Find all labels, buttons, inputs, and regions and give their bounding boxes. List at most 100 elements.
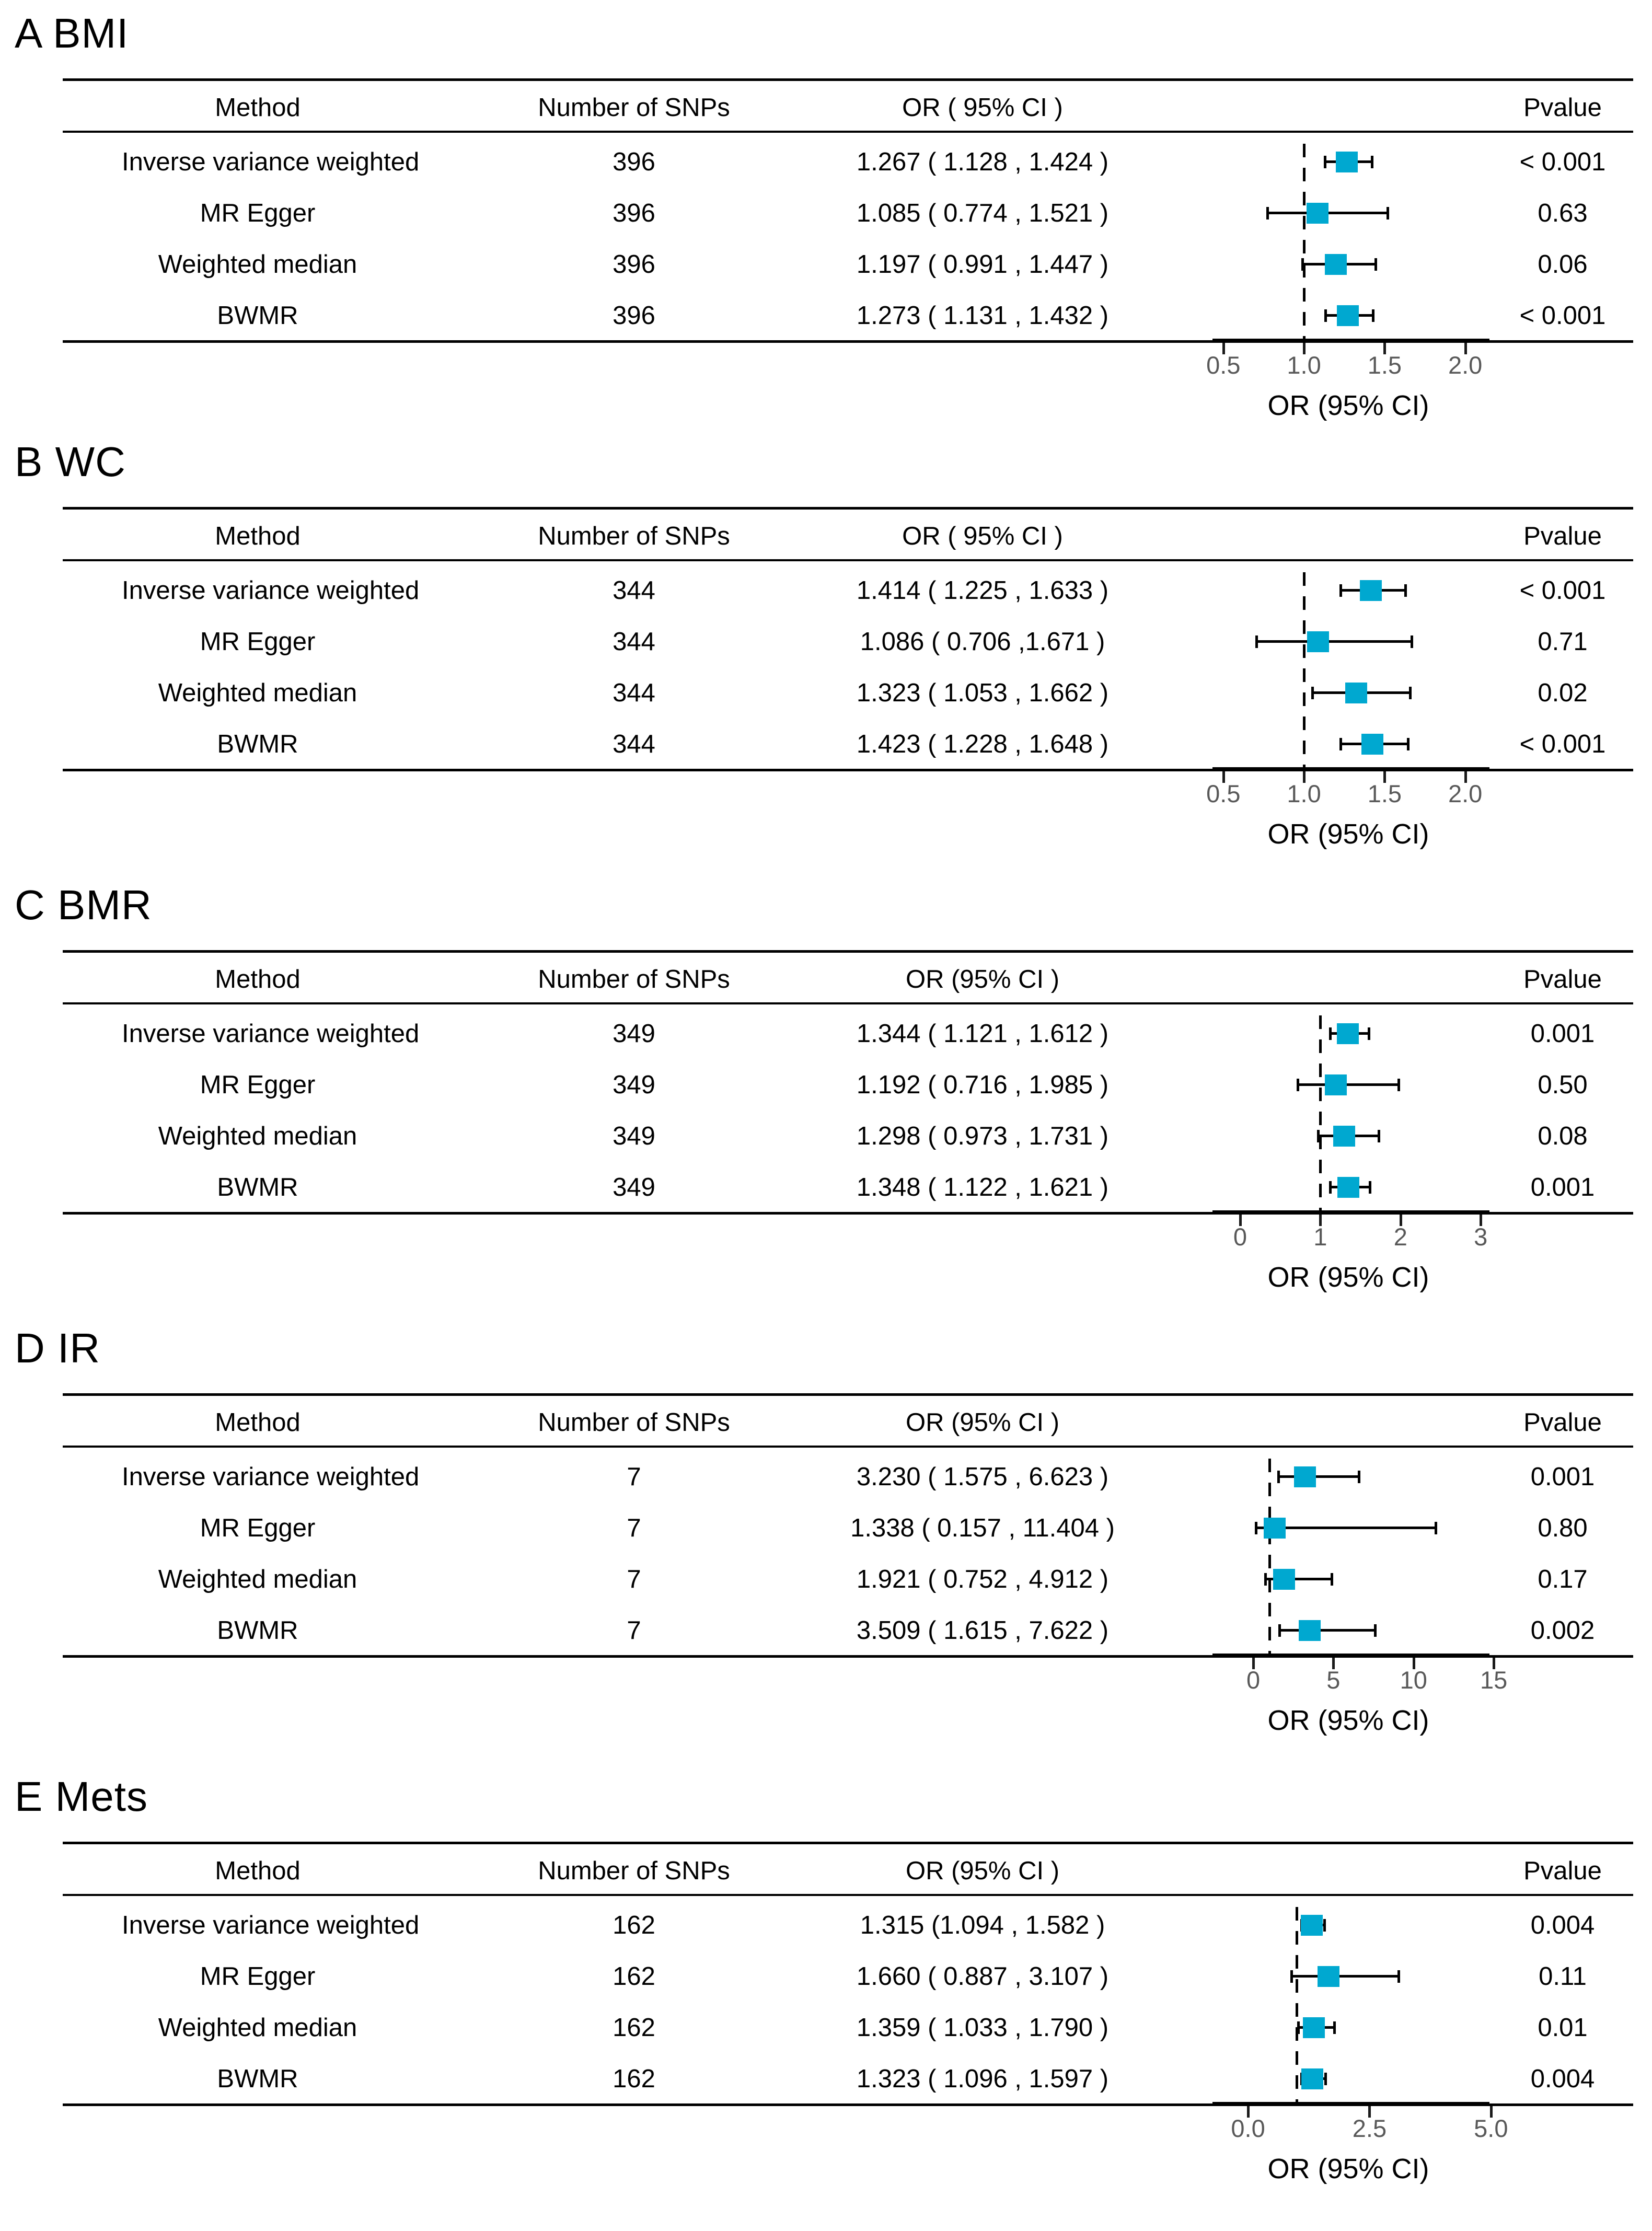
axis-tick — [1222, 343, 1225, 354]
reference-line — [1303, 144, 1306, 340]
table-top-border — [63, 507, 1633, 510]
ci-line — [1297, 1083, 1400, 1086]
reference-line — [1268, 1459, 1271, 1655]
snps-cell: 349 — [613, 1173, 655, 1201]
or-cell: 1.323 ( 1.053 , 1.662 ) — [856, 679, 1109, 707]
axis-tick-label: 1.0 — [1287, 351, 1321, 379]
or-marker — [1301, 2068, 1324, 2089]
axis-tick — [1383, 771, 1387, 783]
ci-cap-left — [1317, 1130, 1320, 1142]
or-marker — [1359, 580, 1382, 601]
panel-title: D IR — [15, 1325, 100, 1371]
or-cell: 1.192 ( 0.716 , 1.985 ) — [856, 1071, 1109, 1099]
ci-line — [1291, 1975, 1399, 1978]
ci-cap-right — [1397, 1970, 1400, 1983]
x-axis-line — [1212, 1654, 1489, 1657]
x-axis-line — [1212, 767, 1489, 771]
axis-tick-label: 1.5 — [1367, 780, 1402, 807]
col-header-or: OR (95% CI ) — [905, 1408, 1060, 1437]
or-marker — [1307, 631, 1329, 652]
ci-cap-left — [1278, 1624, 1281, 1637]
or-cell: 1.085 ( 0.774 , 1.521 ) — [856, 199, 1109, 227]
or-marker — [1324, 1074, 1347, 1095]
col-header-snps: Number of SNPs — [538, 522, 730, 550]
or-cell: 1.348 ( 1.122 , 1.621 ) — [856, 1173, 1109, 1201]
method-cell: BWMR — [217, 1616, 298, 1645]
ci-cap-right — [1368, 1027, 1371, 1040]
snps-cell: 349 — [613, 1020, 655, 1048]
snps-cell: 7 — [627, 1514, 641, 1542]
axis-tick — [1239, 1215, 1242, 1226]
ci-line — [1278, 1475, 1360, 1478]
or-marker — [1337, 1177, 1359, 1198]
pvalue-cell: 0.08 — [1538, 1122, 1588, 1150]
ci-cap-right — [1373, 1624, 1377, 1637]
header-underline — [63, 1894, 1633, 1896]
header-underline — [63, 1446, 1633, 1448]
ci-line — [1256, 640, 1413, 643]
pvalue-cell: < 0.001 — [1519, 302, 1606, 330]
snps-cell: 344 — [613, 679, 655, 707]
ci-cap-left — [1339, 738, 1343, 750]
or-marker — [1361, 734, 1383, 755]
or-marker — [1294, 1466, 1316, 1487]
x-axis-line — [1212, 2102, 1489, 2106]
snps-cell: 162 — [613, 2014, 655, 2042]
axis-tick-label: 1.5 — [1367, 351, 1402, 379]
table-top-border — [63, 1842, 1633, 1844]
axis-tick — [1493, 1658, 1496, 1669]
reference-line — [1303, 572, 1306, 769]
axis-tick — [1332, 1658, 1335, 1669]
or-cell: 1.315 (1.094 , 1.582 ) — [860, 1911, 1105, 1939]
method-cell: Inverse variance weighted — [122, 1911, 420, 1939]
col-header-snps: Number of SNPs — [538, 1857, 730, 1885]
x-axis-title: OR (95% CI) — [1267, 2153, 1429, 2184]
ci-cap-left — [1290, 1970, 1293, 1983]
snps-cell: 7 — [627, 1565, 641, 1593]
pvalue-cell: 0.001 — [1530, 1020, 1595, 1048]
ci-cap-left — [1266, 207, 1269, 219]
or-cell: 1.660 ( 0.887 , 3.107 ) — [856, 1962, 1109, 1991]
col-header-method: Method — [215, 1408, 301, 1437]
or-cell: 1.267 ( 1.128 , 1.424 ) — [856, 148, 1109, 176]
pvalue-cell: 0.001 — [1530, 1463, 1595, 1491]
or-cell: 1.338 ( 0.157 , 11.404 ) — [850, 1514, 1115, 1542]
col-header-pvalue: Pvalue — [1523, 1408, 1602, 1437]
axis-tick — [1247, 2106, 1250, 2118]
snps-cell: 344 — [613, 576, 655, 605]
table-top-border — [63, 950, 1633, 953]
axis-tick-label: 10 — [1400, 1666, 1427, 1694]
or-cell: 1.423 ( 1.228 , 1.648 ) — [856, 730, 1109, 758]
axis-tick — [1383, 343, 1387, 354]
or-cell: 1.323 ( 1.096 , 1.597 ) — [856, 2065, 1109, 2093]
or-cell: 1.086 ( 0.706 ,1.671 ) — [860, 628, 1105, 656]
or-cell: 3.509 ( 1.615 , 7.622 ) — [856, 1616, 1109, 1645]
col-header-or: OR (95% CI ) — [905, 1857, 1060, 1885]
snps-cell: 7 — [627, 1463, 641, 1491]
panel-bmr: C BMR Method Number of SNPs OR (95% CI )… — [0, 872, 1652, 1300]
axis-tick-label: 0.5 — [1206, 780, 1241, 807]
ci-cap-left — [1339, 584, 1342, 597]
ci-cap-left — [1324, 309, 1327, 322]
method-cell: BWMR — [217, 2065, 298, 2093]
or-marker — [1307, 203, 1329, 224]
ci-cap-left — [1323, 156, 1326, 168]
ci-cap-right — [1370, 156, 1373, 168]
method-cell: MR Egger — [200, 628, 316, 656]
ci-cap-right — [1404, 584, 1407, 597]
header-underline — [63, 559, 1633, 561]
or-cell: 1.197 ( 0.991 , 1.447 ) — [856, 250, 1109, 279]
axis-tick — [1464, 771, 1467, 783]
col-header-pvalue: Pvalue — [1523, 522, 1602, 550]
ci-line — [1279, 1629, 1376, 1632]
snps-cell: 162 — [613, 1911, 655, 1939]
pvalue-cell: 0.002 — [1530, 1616, 1595, 1645]
or-cell: 1.298 ( 0.973 , 1.731 ) — [856, 1122, 1109, 1150]
or-cell: 1.344 ( 1.121 , 1.612 ) — [856, 1020, 1109, 1048]
pvalue-cell: 0.11 — [1539, 1962, 1587, 1991]
table-bottom-border — [63, 340, 1633, 343]
panel-title: E Mets — [15, 1773, 148, 1820]
axis-tick — [1399, 1215, 1402, 1226]
snps-cell: 396 — [613, 199, 655, 227]
axis-tick-label: 0 — [1233, 1223, 1247, 1251]
